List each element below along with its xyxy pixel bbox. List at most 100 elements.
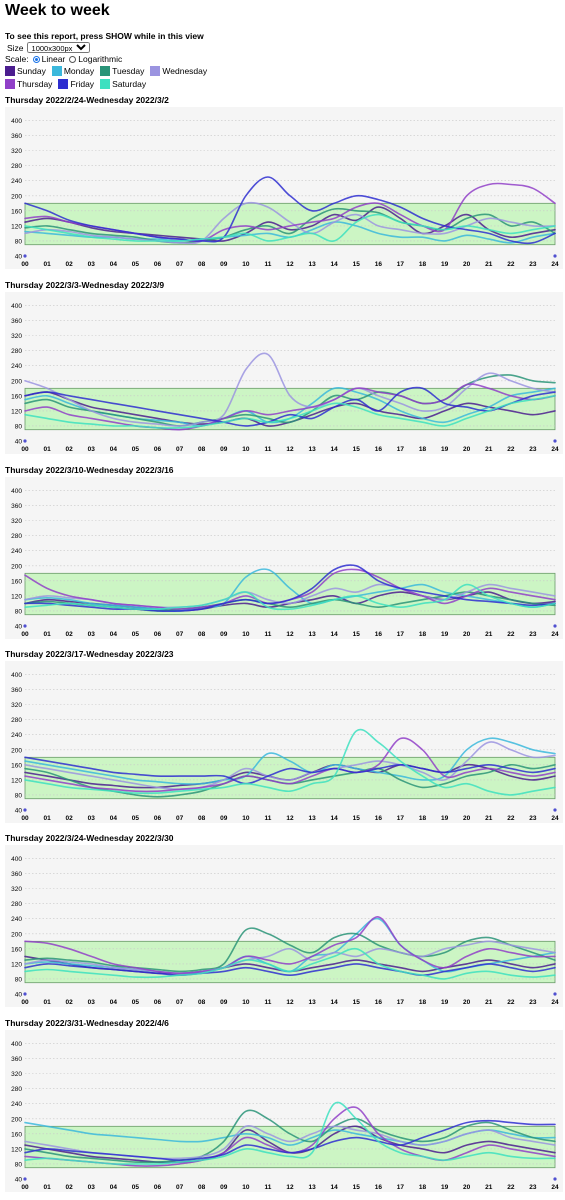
x-tick-label: 01 xyxy=(43,446,51,453)
x-tick-label: 00 xyxy=(21,261,29,268)
y-tick-label: 40 xyxy=(15,1177,23,1184)
x-tick-label: 02 xyxy=(66,446,74,453)
y-tick-label: 200 xyxy=(11,193,22,200)
series-line-friday xyxy=(24,176,556,245)
legend-item-tuesday[interactable]: Tuesday xyxy=(100,66,144,76)
scale-log-label[interactable]: Logarithmic xyxy=(78,54,123,64)
y-tick-label: 80 xyxy=(15,792,23,799)
x-tick-label: 12 xyxy=(286,631,294,638)
y-tick-label: 120 xyxy=(11,223,22,230)
scale-log-radio[interactable] xyxy=(69,55,77,63)
x-tick-label: 00 xyxy=(21,446,29,453)
x-tick-label: 01 xyxy=(43,999,51,1006)
x-tick-label: 12 xyxy=(286,999,294,1006)
x-tick-label: 15 xyxy=(353,815,361,822)
x-tick-label: 21 xyxy=(485,446,493,453)
x-tick-label: 22 xyxy=(507,631,515,638)
y-tick-label: 200 xyxy=(11,931,22,938)
y-tick-label: 240 xyxy=(11,178,22,185)
corner-marker xyxy=(23,1177,27,1181)
chart-svg: 40 80 120 160 200 240 280 320 360 400 00 01 02 03 04 05… xyxy=(11,1041,559,1191)
scale-linear-label[interactable]: Linear xyxy=(41,54,66,64)
legend-label: Thursday xyxy=(17,79,53,89)
x-tick-label: 09 xyxy=(220,815,228,822)
legend-item-thursday[interactable]: Thursday xyxy=(5,79,52,89)
y-tick-label: 360 xyxy=(11,133,22,140)
week-title-5: Thursday 2022/3/24-Wednesday 2022/3/30 xyxy=(5,833,174,843)
x-tick-label: 20 xyxy=(463,999,471,1006)
x-tick-label: 07 xyxy=(176,446,184,453)
x-tick-label: 16 xyxy=(375,261,383,268)
series-line-saturday xyxy=(24,1101,556,1165)
y-tick-label: 320 xyxy=(11,148,22,155)
x-tick-label: 06 xyxy=(154,1184,162,1191)
x-tick-label: 21 xyxy=(485,261,493,268)
x-tick-label: 18 xyxy=(419,631,427,638)
legend-item-friday[interactable]: Friday xyxy=(58,79,94,89)
y-tick-label: 240 xyxy=(11,732,22,739)
x-tick-label: 01 xyxy=(43,815,51,822)
y-tick-label: 200 xyxy=(11,747,22,754)
y-tick-label: 360 xyxy=(11,1056,22,1063)
y-tick-label: 40 xyxy=(15,992,23,999)
x-tick-label: 17 xyxy=(397,999,405,1006)
x-tick-label: 04 xyxy=(110,815,118,822)
corner-marker xyxy=(553,992,557,996)
x-tick-label: 22 xyxy=(507,261,515,268)
x-tick-label: 09 xyxy=(220,999,228,1006)
x-tick-label: 11 xyxy=(264,815,271,822)
legend-item-sunday[interactable]: Sunday xyxy=(5,66,46,76)
legend-item-monday[interactable]: Monday xyxy=(51,66,94,76)
x-tick-label: 23 xyxy=(529,261,537,268)
chart-svg: 40 80 120 160 200 240 280 320 360 400 00 01 02 03 04 05… xyxy=(11,672,559,822)
week-title-6: Thursday 2022/3/31-Wednesday 2022/4/6 xyxy=(5,1018,169,1028)
week-title-4: Thursday 2022/3/17-Wednesday 2022/3/23 xyxy=(5,649,174,659)
y-tick-label: 280 xyxy=(11,348,22,355)
scale-label: Scale: xyxy=(5,54,29,64)
chart-svg: 40 80 120 160 200 240 280 320 360 400 00 01 02 03 04 05… xyxy=(11,303,559,453)
x-tick-label: 16 xyxy=(375,446,383,453)
corner-marker xyxy=(23,439,27,443)
x-tick-label: 08 xyxy=(198,261,206,268)
series-line-friday xyxy=(24,756,556,785)
x-tick-label: 03 xyxy=(88,999,96,1006)
y-tick-label: 240 xyxy=(11,916,22,923)
series-line-saturday xyxy=(24,395,556,429)
x-tick-label: 12 xyxy=(286,261,294,268)
series-line-friday xyxy=(24,963,556,976)
x-tick-label: 02 xyxy=(66,999,74,1006)
week-chart-1: 40 80 120 160 200 240 280 320 360 400 00 01 02 03 04 05… xyxy=(5,107,563,269)
series-line-tuesday xyxy=(24,927,556,973)
scale-linear-radio[interactable] xyxy=(32,55,40,63)
x-tick-label: 24 xyxy=(551,1184,559,1191)
x-tick-label: 00 xyxy=(21,1184,29,1191)
legend-row-2: Thursday Friday Saturday xyxy=(5,79,146,89)
y-tick-label: 360 xyxy=(11,871,22,878)
x-tick-label: 11 xyxy=(264,999,271,1006)
y-tick-label: 240 xyxy=(11,1101,22,1108)
week-chart-4: 40 80 120 160 200 240 280 320 360 400 00 01 02 03 04 05… xyxy=(5,661,563,823)
x-tick-label: 03 xyxy=(88,1184,96,1191)
legend-label: Friday xyxy=(70,79,95,89)
week-chart-2: 40 80 120 160 200 240 280 320 360 400 00 01 02 03 04 05… xyxy=(5,292,563,454)
x-tick-label: 06 xyxy=(154,631,162,638)
x-tick-label: 13 xyxy=(308,815,316,822)
week-chart-5: 40 80 120 160 200 240 280 320 360 400 00 01 02 03 04 05… xyxy=(5,845,563,1007)
y-tick-label: 320 xyxy=(11,333,22,340)
legend-item-saturday[interactable]: Saturday xyxy=(100,79,146,89)
x-tick-label: 20 xyxy=(463,261,471,268)
x-tick-label: 09 xyxy=(220,261,228,268)
chart-svg: 40 80 120 160 200 240 280 320 360 400 00 01 02 03 04 05… xyxy=(11,118,559,268)
size-select[interactable]: 1000x300px xyxy=(26,42,90,53)
x-tick-label: 15 xyxy=(353,446,361,453)
chart-svg: 40 80 120 160 200 240 280 320 360 400 00 01 02 03 04 05… xyxy=(11,488,559,638)
y-tick-label: 360 xyxy=(11,687,22,694)
corner-marker xyxy=(553,808,557,812)
y-tick-label: 280 xyxy=(11,717,22,724)
x-tick-label: 02 xyxy=(66,815,74,822)
legend-item-wednesday[interactable]: Wednesday xyxy=(150,66,207,76)
x-tick-label: 13 xyxy=(308,999,316,1006)
x-tick-label: 09 xyxy=(220,1184,228,1191)
y-tick-label: 200 xyxy=(11,378,22,385)
x-tick-label: 24 xyxy=(551,815,559,822)
